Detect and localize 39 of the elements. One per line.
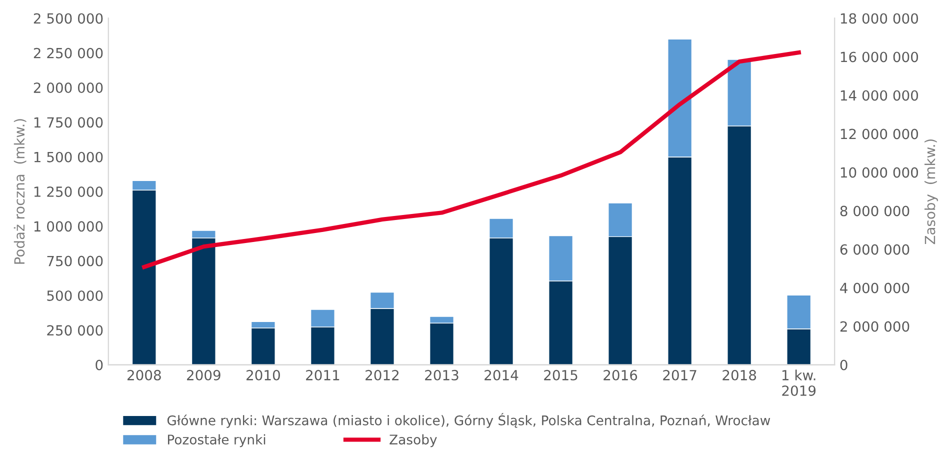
x-tick-label: 2011 (306, 370, 340, 380)
x-tick-label: 2017 (663, 370, 696, 380)
x-tick-label: 2009 (187, 370, 220, 380)
y2-tick-label: 14 000 000 (840, 90, 918, 101)
legend-label: Główne rynki: Warszawa (miasto i okolice), Górny Śląsk, Polska Centralna, Poznań, Wrocław (167, 412, 770, 428)
y-axis-title: Podaż roczna (mkw.) (14, 119, 26, 264)
y2-axis-title: Zasoby (mkw.) (924, 139, 938, 244)
x-tick-label: 2010 (246, 370, 280, 380)
y2-tick-label: 8 000 000 (840, 206, 910, 216)
y2-tick-label: 2 000 000 (840, 321, 910, 332)
x-tick-label: 2012 (366, 370, 399, 380)
y2-tick-label: 0 (840, 360, 848, 370)
y-tick-label: 2 250 000 (34, 48, 103, 58)
y-tick-label: 2 000 000 (34, 82, 103, 94)
x-tick-label: 2015 (544, 370, 578, 380)
y2-tick-label: 16 000 000 (840, 52, 918, 62)
x-tick-label: 2008 (128, 370, 161, 380)
x-tick-label: 1 kw. 2019 (782, 370, 816, 396)
y-tick-label: 500 000 (47, 290, 103, 301)
y2-tick-label: 18 000 000 (840, 13, 918, 24)
y-tick-label: 0 (96, 360, 103, 370)
line-series (142, 50, 801, 270)
y-tick-label: 250 000 (47, 325, 103, 336)
y-tick-label: 1 500 000 (34, 152, 103, 162)
y2-tick-label: 12 000 000 (840, 128, 918, 140)
y-tick-label: 2 500 000 (34, 13, 103, 24)
legend-label: Pozostałe rynki (168, 434, 266, 448)
x-tick-label: 2014 (484, 370, 518, 380)
y2-tick-label: 4 000 000 (840, 282, 910, 294)
y-tick-label: 1 750 000 (34, 117, 103, 128)
legend-label: Zasoby (390, 434, 437, 448)
y-tick-label: 1 250 000 (34, 186, 103, 197)
x-tick-label: 2013 (425, 370, 458, 380)
y2-tick-label: 10 000 000 (840, 167, 918, 178)
x-tick-label: 2016 (604, 370, 638, 380)
y-tick-label: 1 000 000 (34, 221, 103, 232)
y-tick-label: 750 000 (47, 256, 103, 266)
x-tick-label: 2018 (722, 370, 756, 380)
y2-tick-label: 6 000 000 (840, 244, 910, 255)
